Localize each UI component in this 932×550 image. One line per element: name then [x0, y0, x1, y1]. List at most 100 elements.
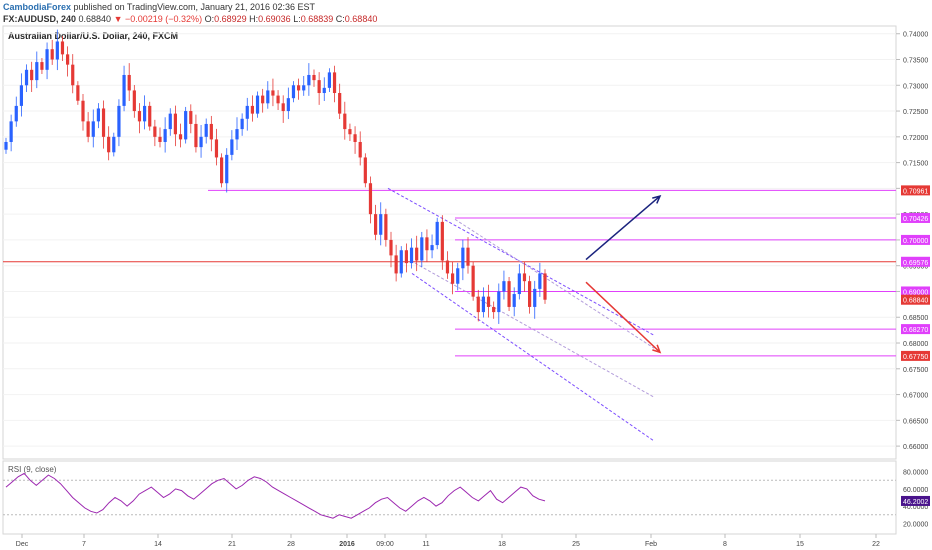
- candle-body-65: [338, 93, 342, 114]
- candle-body-60: [312, 74, 316, 81]
- x-tick-label-0: Dec: [16, 541, 29, 548]
- arrows: [585, 194, 662, 354]
- candle-body-27: [143, 105, 147, 122]
- candle-body-31: [163, 129, 167, 142]
- channel-line-3: [411, 273, 655, 442]
- candle-body-34: [178, 134, 183, 140]
- channel-line-2: [454, 218, 655, 349]
- open-value: 0.68929: [214, 14, 247, 24]
- candle-body-64: [332, 72, 337, 94]
- price-tag-7: [901, 350, 930, 361]
- candle-body-89: [461, 247, 465, 269]
- candle-body-55: [286, 98, 290, 112]
- price-gridlines: [3, 33, 896, 447]
- y-tick-label-14: 0.67000: [903, 393, 928, 400]
- blue-arrow-head: [652, 194, 662, 204]
- x-tick-label-7: 11: [422, 541, 429, 548]
- rsi-tick-label-1: 60.0000: [903, 487, 928, 494]
- candle-body-97: [502, 281, 506, 292]
- candle-body-83: [430, 245, 434, 251]
- x-tick-label-12: 15: [796, 541, 804, 548]
- low-label: L:: [293, 14, 301, 24]
- price-tag-0: [901, 185, 930, 196]
- candle-body-56: [291, 85, 296, 99]
- y-tick-label-2: 0.73000: [903, 83, 928, 90]
- y-tick-label-5: 0.71500: [903, 161, 928, 168]
- candle-body-101: [522, 273, 527, 282]
- candle-body-58: [302, 85, 306, 91]
- y-tick-label-3: 0.72500: [903, 109, 928, 116]
- candle-body-80: [415, 247, 419, 261]
- candle-body-5: [30, 69, 34, 81]
- price-tag-2: [901, 234, 930, 245]
- rsi-tick-label-0: 80.0000: [903, 470, 928, 477]
- candle-body-102: [528, 281, 532, 307]
- rsi-last-tag: [901, 495, 930, 506]
- candles: [4, 29, 547, 324]
- author-link[interactable]: CambodiaForex: [3, 2, 72, 12]
- candle-body-96: [497, 291, 501, 313]
- candle-body-53: [276, 95, 280, 104]
- price-tag-label-4: 0.69000: [903, 289, 928, 296]
- close-value: 0.68840: [344, 14, 378, 24]
- candle-body-93: [481, 296, 485, 313]
- x-tick-label-9: 25: [572, 541, 580, 548]
- price-tag-label-3: 0.69576: [903, 260, 928, 267]
- candle-body-88: [456, 268, 460, 284]
- candle-body-86: [445, 260, 450, 274]
- x-tick-label-10: Feb: [645, 541, 657, 548]
- candle-body-68: [353, 134, 357, 142]
- candle-body-3: [19, 85, 23, 106]
- y-tick-label-16: 0.66000: [903, 444, 928, 451]
- change-value: ▼ −0.00219 (−0.32%): [113, 14, 203, 24]
- y-tick-label-9: 0.69500: [903, 264, 928, 271]
- rsi-line: [5, 472, 546, 519]
- candle-body-11: [60, 41, 65, 55]
- candle-body-73: [379, 214, 383, 235]
- candle-body-20: [107, 136, 111, 153]
- open-label: O:: [204, 14, 215, 24]
- candle-body-62: [322, 87, 326, 94]
- candle-body-100: [517, 273, 521, 295]
- candle-body-36: [189, 111, 193, 124]
- candle-body-40: [209, 123, 213, 140]
- high-label: H:: [249, 14, 259, 24]
- low-value: 0.68839: [300, 14, 334, 24]
- y-tick-label-1: 0.73500: [903, 58, 928, 65]
- candle-body-75: [389, 239, 393, 256]
- candle-body-57: [297, 85, 301, 91]
- y-tick-label-0: 0.74000: [903, 32, 928, 39]
- candle-body-59: [307, 74, 311, 86]
- price-tag-label-5: 0.68840: [903, 298, 928, 305]
- candle-body-1: [9, 121, 13, 142]
- channel-line-0: [387, 187, 655, 336]
- candle-body-43: [225, 154, 229, 184]
- candle-body-54: [281, 103, 285, 112]
- candle-body-41: [214, 139, 219, 158]
- x-tick-label-13: 22: [872, 541, 880, 548]
- y-tick-label-11: 0.68500: [903, 315, 928, 322]
- candle-body-23: [122, 74, 126, 106]
- candle-body-42: [220, 157, 224, 184]
- candle-body-76: [394, 255, 398, 274]
- ohlc-line: FX:AUDUSD, 240 0.68840 ▼ −0.00219 (−0.32…: [3, 14, 377, 24]
- y-tick-label-13: 0.67500: [903, 367, 928, 374]
- candle-body-21: [112, 136, 116, 153]
- candle-body-37: [194, 123, 198, 148]
- price-tag-5: [901, 294, 930, 305]
- y-tick-label-15: 0.66500: [903, 418, 928, 425]
- candle-body-63: [327, 72, 331, 88]
- candle-body-48: [250, 105, 254, 114]
- candle-body-87: [451, 273, 455, 284]
- candle-body-26: [137, 111, 142, 122]
- candle-body-78: [404, 250, 408, 264]
- candle-body-24: [127, 74, 131, 91]
- x-tick-label-5: 2016: [339, 541, 355, 548]
- high-value: 0.69036: [258, 14, 291, 24]
- candle-body-6: [35, 62, 39, 81]
- candle-body-35: [184, 111, 188, 140]
- candle-body-104: [538, 273, 542, 289]
- candle-body-30: [158, 136, 162, 142]
- blue-arrow-shaft: [585, 195, 661, 261]
